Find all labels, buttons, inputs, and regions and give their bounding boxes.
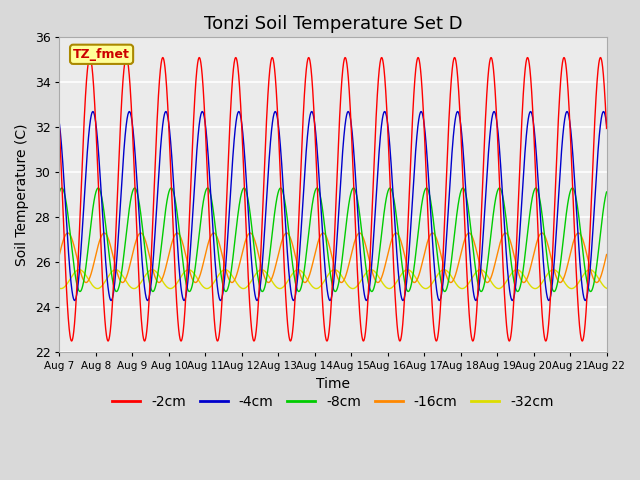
-8cm <box>173 208 180 214</box>
Line: -32cm: -32cm <box>60 270 607 288</box>
-8cm <box>56 189 63 195</box>
-2cm <box>551 201 559 206</box>
-16cm <box>64 230 72 236</box>
-32cm <box>387 286 394 291</box>
-2cm <box>603 126 611 132</box>
-2cm <box>209 287 216 292</box>
-2cm <box>603 122 611 128</box>
-16cm <box>551 269 559 275</box>
-32cm <box>603 285 611 291</box>
-4cm <box>603 121 611 127</box>
Line: -8cm: -8cm <box>60 188 607 291</box>
Text: TZ_fmet: TZ_fmet <box>73 48 130 61</box>
-4cm <box>209 218 216 224</box>
Line: -2cm: -2cm <box>60 58 607 341</box>
-16cm <box>173 230 180 236</box>
-2cm <box>396 338 404 344</box>
-2cm <box>173 302 180 308</box>
Legend: -2cm, -4cm, -8cm, -16cm, -32cm: -2cm, -4cm, -8cm, -16cm, -32cm <box>107 389 559 415</box>
-16cm <box>56 252 63 257</box>
-4cm <box>551 252 559 258</box>
-16cm <box>603 252 611 257</box>
-32cm <box>603 286 611 291</box>
-4cm <box>56 121 63 127</box>
-32cm <box>551 267 559 273</box>
Title: Tonzi Soil Temperature Set D: Tonzi Soil Temperature Set D <box>204 15 462 33</box>
-32cm <box>209 282 216 288</box>
-8cm <box>603 190 611 195</box>
X-axis label: Time: Time <box>316 377 350 391</box>
-4cm <box>387 151 394 156</box>
-16cm <box>209 231 216 237</box>
Line: -16cm: -16cm <box>60 233 607 283</box>
-4cm <box>173 233 180 239</box>
-8cm <box>58 185 65 191</box>
-2cm <box>387 188 394 193</box>
-4cm <box>603 120 611 126</box>
-32cm <box>396 274 404 279</box>
-2cm <box>56 126 63 132</box>
-8cm <box>587 288 595 294</box>
Y-axis label: Soil Temperature (C): Soil Temperature (C) <box>15 123 29 266</box>
-16cm <box>603 252 611 258</box>
-2cm <box>68 338 76 344</box>
-8cm <box>209 202 216 207</box>
-8cm <box>387 185 394 191</box>
-8cm <box>551 288 559 294</box>
-16cm <box>387 241 394 247</box>
-32cm <box>173 280 180 286</box>
-4cm <box>71 298 79 303</box>
-32cm <box>586 267 594 273</box>
-4cm <box>396 286 404 291</box>
Line: -4cm: -4cm <box>60 111 607 300</box>
-32cm <box>57 286 65 291</box>
-2cm <box>596 55 604 60</box>
-8cm <box>396 244 404 250</box>
-4cm <box>600 108 607 114</box>
-16cm <box>593 280 600 286</box>
-32cm <box>56 286 63 291</box>
-16cm <box>396 236 404 241</box>
-8cm <box>603 189 611 195</box>
